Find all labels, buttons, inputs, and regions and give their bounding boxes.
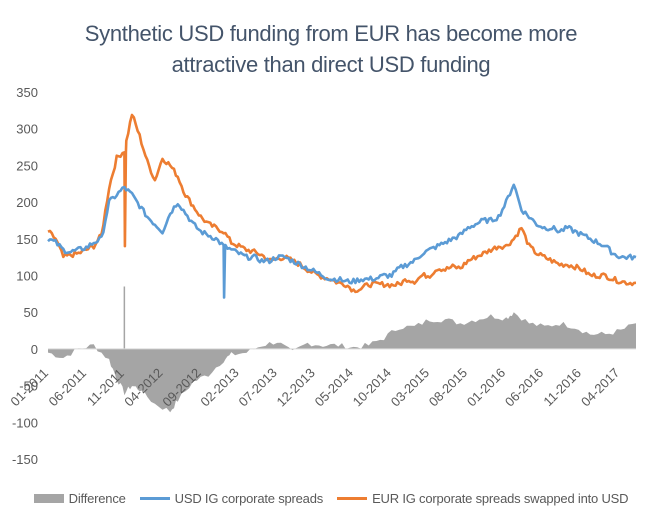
y-tick-label: 100 [16,269,38,284]
x-tick-label: 01-2011 [7,365,51,409]
x-tick-label: 07-2013 [235,365,279,409]
legend-swatch-eur [337,496,368,500]
x-tick-label: 11-2016 [540,365,584,409]
y-tick-label: -100 [12,415,38,430]
x-tick-label: 01-2016 [464,365,508,409]
y-tick-label: -50 [19,379,38,394]
y-tick-label: 250 [16,158,38,173]
legend-label-usd: USD IG corporate spreads [174,490,324,506]
x-tick-label: 08-2015 [426,365,470,409]
chart-title-line-1: Synthetic USD funding from EUR has becom… [84,21,578,46]
legend-label-difference: Difference [68,490,126,506]
chart-title-line-2: attractive than direct USD funding [171,52,491,77]
difference-area-layer [48,286,636,413]
legend-item-eur: EUR IG corporate spreads swapped into US… [337,490,629,506]
y-tick-label: 50 [24,305,38,320]
x-tick-label: 11-2011 [84,366,127,409]
series-lines-layer [47,113,637,299]
x-tick-label: 06-2011 [45,365,89,409]
x-tick-label: 05-2014 [312,365,356,409]
y-tick-label: 150 [16,232,38,247]
chart-title: Synthetic USD funding from EUR has becom… [0,18,662,80]
series-eur-line [47,113,637,294]
legend-swatch-difference [33,493,64,503]
legend-label-eur: EUR IG corporate spreads swapped into US… [372,490,629,506]
x-tick-label: 06-2016 [502,365,546,409]
series-usd-line [47,183,637,299]
y-tick-label: 200 [16,195,38,210]
x-tick-label: 04-2017 [578,365,622,409]
series-difference-area [48,312,636,413]
legend: Difference USD IG corporate spreads EUR … [0,487,662,509]
y-tick-label: 350 [16,85,38,100]
x-axis-ticks: 01-201106-201111-201104-201209-201202-20… [7,365,622,409]
x-tick-label: 10-2014 [350,365,394,409]
legend-swatch-usd [139,496,170,500]
y-tick-label: 0 [31,342,38,357]
x-tick-label: 03-2015 [388,365,432,409]
legend-item-difference: Difference [33,490,126,506]
legend-item-usd: USD IG corporate spreads [139,490,324,506]
x-tick-label: 12-2013 [274,365,318,409]
y-tick-label: -150 [12,452,38,467]
y-tick-label: 300 [16,122,38,137]
y-axis-ticks: 350 300 250 200 150 100 50 0 -50 -100 -150 [12,85,38,467]
